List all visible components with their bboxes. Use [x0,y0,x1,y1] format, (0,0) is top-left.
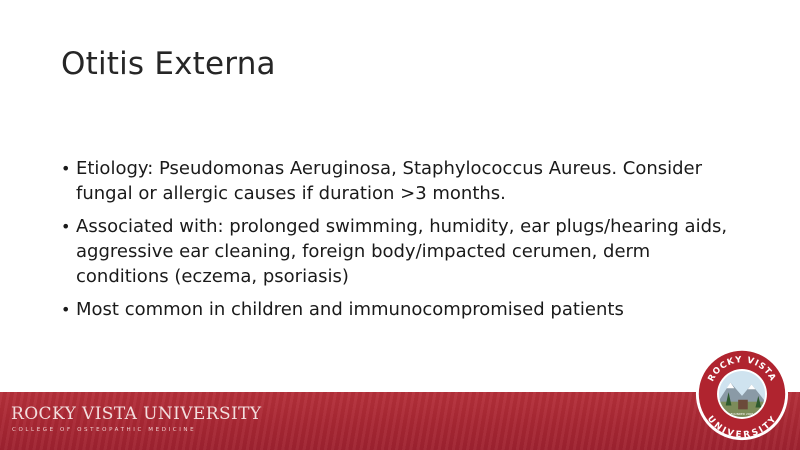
bullet-text: Associated with: prolonged swimming, hum… [76,216,728,287]
footer-banner [0,392,800,450]
footer-texture [0,392,800,450]
bullet-list: • Etiology: Pseudomonas Aeruginosa, Stap… [61,156,741,330]
bullet-icon: • [61,217,71,236]
bullet-item-associated: • Associated with: prolonged swimming, h… [61,214,741,289]
seal-founded-text: FOUNDED 2006 [731,412,754,416]
slide-title: Otitis Externa [61,46,276,82]
bullet-item-common: • Most common in children and immunocomp… [61,297,741,322]
seal-landscape-icon [718,370,766,418]
bullet-item-etiology: • Etiology: Pseudomonas Aeruginosa, Stap… [61,156,741,206]
university-wordmark: ROCKY VISTA UNIVERSITY [11,404,262,424]
bullet-text: Etiology: Pseudomonas Aeruginosa, Staphy… [76,158,703,204]
bullet-text: Most common in children and immunocompro… [76,299,624,320]
college-subtitle: COLLEGE OF OSTEOPATHIC MEDICINE [12,427,197,433]
bullet-icon: • [61,300,71,319]
bullet-icon: • [61,159,71,178]
university-seal-logo: ROCKY VISTA UNIVERSITY FOUNDED 2006 [695,347,789,440]
